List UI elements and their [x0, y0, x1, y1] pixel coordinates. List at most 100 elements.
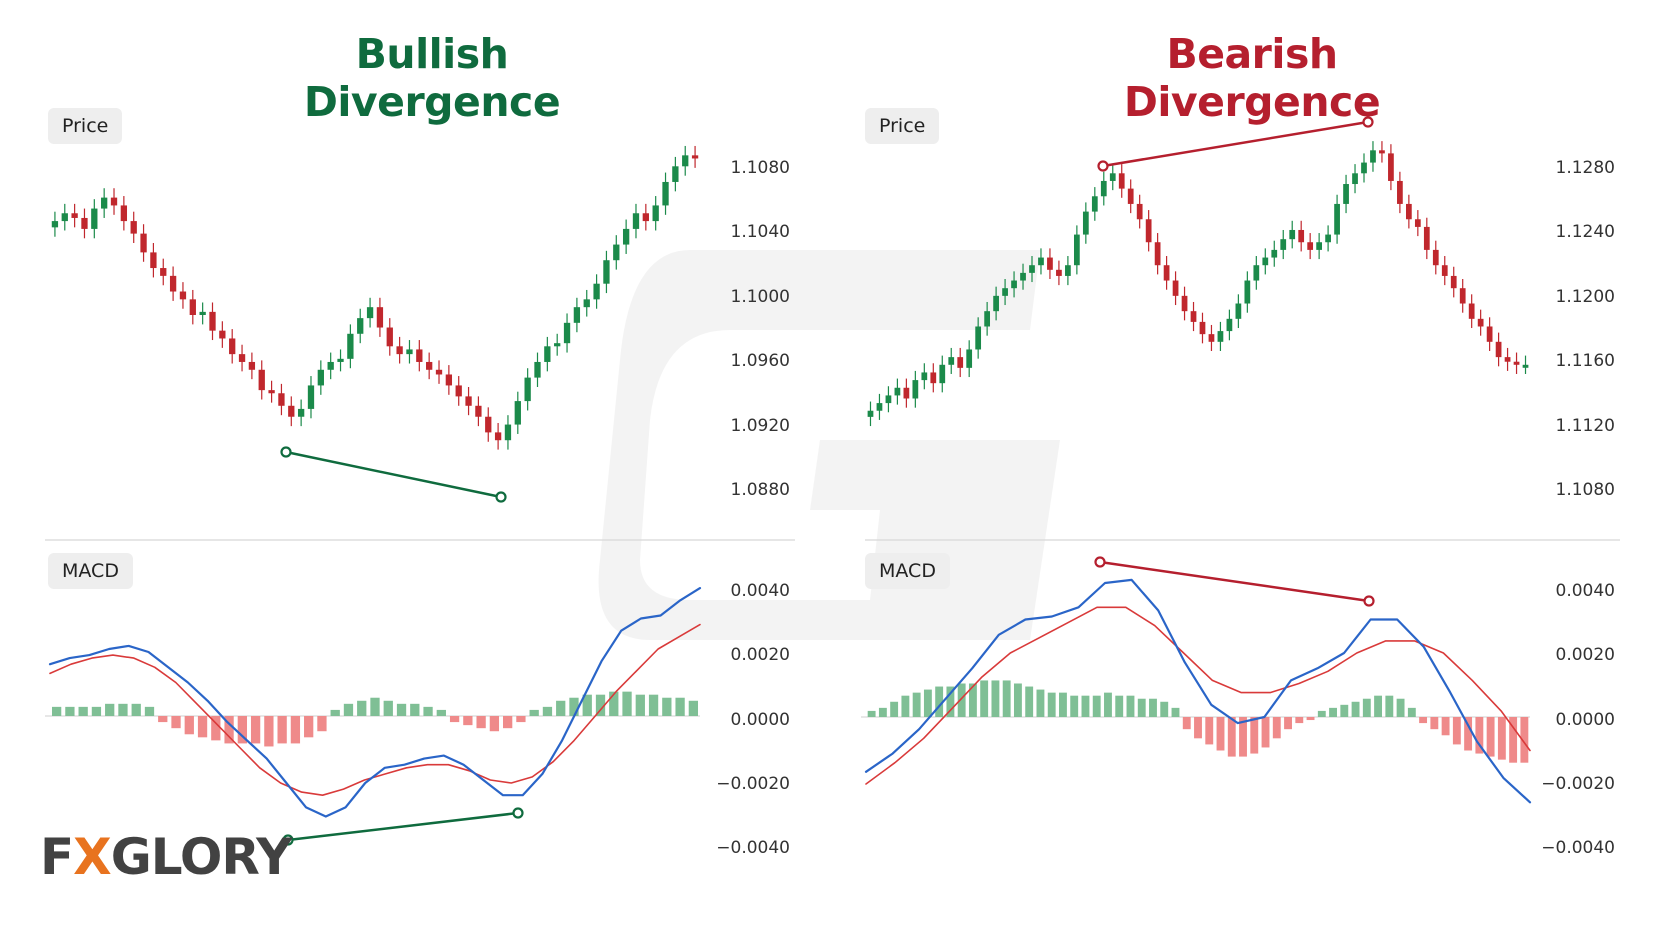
histogram-bar	[688, 700, 699, 716]
histogram-bar	[1329, 707, 1337, 717]
left-price-tick: 1.1080	[730, 158, 790, 178]
candle-body	[120, 205, 128, 222]
histogram-bar	[1047, 692, 1056, 717]
histogram-bar	[65, 706, 75, 716]
candle-body	[445, 374, 453, 386]
candle-body	[1298, 229, 1305, 243]
histogram-bar	[1261, 717, 1270, 748]
histogram-bar	[1430, 717, 1439, 730]
candle-body	[1235, 303, 1242, 319]
histogram-bar	[635, 694, 645, 716]
candle-body	[258, 369, 265, 391]
candle-body	[1289, 229, 1296, 240]
histogram-bar	[423, 706, 433, 716]
histogram-bar	[370, 697, 380, 716]
histogram-bar	[923, 689, 932, 717]
candle-body	[199, 311, 206, 315]
histogram-bar	[1081, 695, 1090, 717]
candle-body	[327, 361, 334, 370]
histogram-bar	[383, 700, 393, 716]
candle-body	[366, 307, 374, 319]
histogram-bar	[1092, 695, 1101, 717]
candle-body	[652, 205, 659, 222]
histogram-bar	[476, 716, 486, 729]
candle-body	[1190, 311, 1197, 322]
candle-body	[613, 244, 620, 261]
candle-body	[101, 197, 108, 209]
candle-body	[1352, 173, 1358, 185]
candle-body	[1217, 331, 1224, 342]
candle-body	[939, 364, 946, 384]
left-macd-tick: 0.0020	[730, 645, 790, 666]
histogram-bar	[463, 716, 473, 726]
candle-body	[1379, 150, 1385, 154]
candle-body	[1253, 265, 1260, 281]
candle-body	[903, 387, 910, 399]
candle-body	[593, 283, 600, 300]
histogram-bar	[304, 716, 314, 738]
left-macd-tick: −0.0040	[716, 838, 790, 858]
histogram-bar	[1115, 695, 1124, 717]
candle-body	[1038, 257, 1044, 266]
candle-body	[278, 393, 285, 406]
candle-body	[1459, 288, 1466, 304]
macd-divergence-line	[287, 811, 519, 842]
candle-body	[544, 346, 551, 362]
candle-body	[622, 228, 630, 245]
histogram-bar	[1441, 717, 1450, 736]
left-macd-tick: 0.0000	[730, 709, 790, 730]
histogram-bar	[144, 706, 155, 716]
histogram-bar	[1475, 717, 1484, 754]
candle-body	[1020, 272, 1026, 281]
candle-body	[91, 208, 98, 229]
signal-line	[49, 623, 701, 797]
histogram-bar	[516, 716, 526, 723]
histogram-bar	[1216, 717, 1225, 751]
candle-body	[179, 291, 187, 300]
histogram-bar	[449, 716, 460, 723]
candle-body	[1486, 326, 1493, 342]
histogram-bar	[290, 716, 301, 744]
histogram-bar	[1284, 717, 1292, 730]
histogram-bar	[556, 700, 566, 716]
left-price-tick: 1.1000	[730, 286, 790, 307]
candle-body	[583, 299, 590, 308]
candle-body	[1163, 265, 1170, 281]
candle-body	[632, 213, 640, 229]
candle-body	[1056, 269, 1062, 276]
candle-body	[930, 372, 937, 384]
histogram-bar	[171, 716, 181, 729]
candle-body	[51, 221, 59, 228]
histogram-bar	[1407, 707, 1416, 717]
right-price-tick: 1.1160	[1555, 351, 1615, 372]
histogram-bar	[542, 706, 553, 716]
histogram-bar	[1520, 717, 1529, 763]
histogram-bar	[1036, 689, 1045, 717]
histogram-bar	[224, 716, 234, 744]
right-price-tick: 1.1240	[1555, 222, 1615, 243]
candle-body	[957, 357, 964, 368]
histogram-bar	[277, 716, 287, 744]
histogram-bar	[1250, 717, 1259, 754]
candle-body	[169, 275, 177, 292]
price-label-left: Price	[48, 108, 123, 144]
candle-body	[357, 318, 364, 334]
candle-body	[1065, 265, 1071, 276]
histogram-bar	[1486, 717, 1495, 757]
right-price-tick: 1.1200	[1555, 286, 1615, 307]
macd-line	[864, 578, 1532, 804]
left-macd-tick: 0.0040	[730, 581, 790, 601]
candle-body	[563, 322, 571, 344]
histogram-bar	[197, 716, 208, 738]
histogram-bar	[878, 707, 887, 717]
histogram-bar	[237, 716, 247, 744]
candle-body	[1145, 219, 1152, 243]
bullish-chart	[45, 145, 702, 846]
candle-body	[1127, 188, 1134, 204]
histogram-bar	[622, 691, 632, 716]
candle-body	[386, 327, 393, 347]
candle-body	[573, 307, 581, 323]
histogram-bar	[131, 703, 141, 716]
candle-body	[1441, 265, 1448, 276]
macd-label-right: MACD	[865, 553, 950, 589]
